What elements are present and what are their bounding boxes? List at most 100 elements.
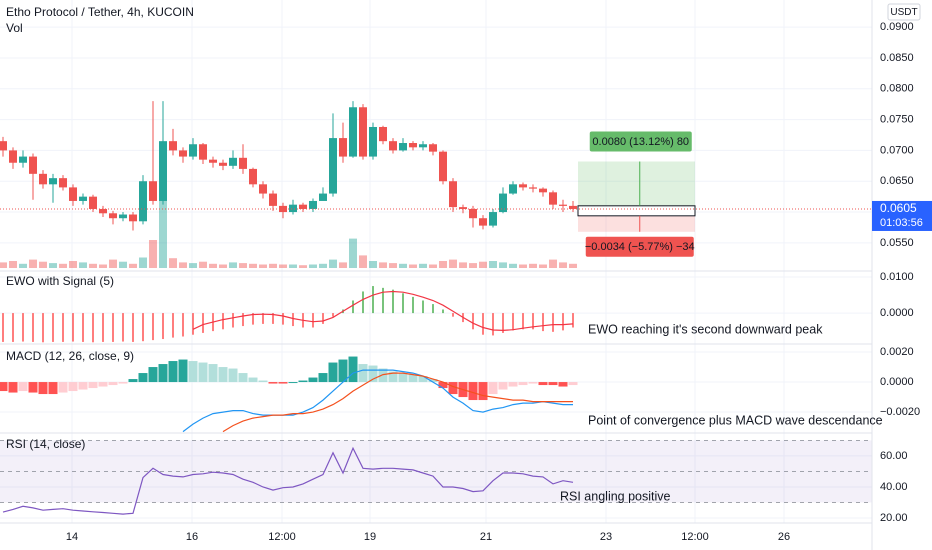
candle-body: [189, 144, 197, 157]
volume-bar: [469, 263, 477, 268]
candle-body: [359, 107, 367, 157]
macd-histogram-bar: [138, 373, 148, 383]
volume-bar: [389, 263, 397, 268]
candle-body: [519, 184, 527, 188]
candle-body: [399, 143, 407, 151]
volume-bar: [509, 263, 517, 268]
macd-histogram-bar: [108, 382, 118, 386]
macd-histogram-bar: [18, 382, 28, 392]
macd-histogram-bar: [318, 373, 328, 383]
macd-histogram-bar: [8, 382, 18, 393]
macd-histogram-bar: [248, 377, 258, 383]
x-tick-label: 14: [66, 531, 78, 543]
macd-histogram-bar: [448, 382, 458, 395]
candle-body: [209, 159, 217, 163]
macd-histogram-bar: [528, 382, 538, 384]
candle-body: [149, 181, 157, 201]
macd-histogram-bar: [158, 364, 168, 383]
candle-body: [339, 138, 347, 157]
candle-body: [79, 196, 87, 201]
macd-histogram-bar: [498, 382, 508, 390]
macd-histogram-bar: [28, 382, 38, 393]
volume-bar: [439, 261, 447, 268]
macd-histogram-bar: [408, 374, 418, 383]
x-tick-label: 12:00: [268, 531, 296, 543]
volume-bar: [479, 261, 487, 268]
currency: USDT: [890, 7, 917, 18]
x-tick-label: 19: [364, 531, 376, 543]
signal-line: [222, 372, 573, 433]
y-tick-label: 0.0100: [880, 271, 914, 283]
candle-body: [239, 157, 247, 169]
volume-bar: [69, 261, 77, 268]
volume-bar: [299, 265, 307, 268]
volume-bar: [569, 263, 577, 268]
candle-body: [259, 184, 267, 194]
macd-histogram-bar: [298, 380, 308, 383]
macd-histogram-bar: [378, 368, 388, 383]
macd-histogram-bar: [338, 359, 348, 383]
y-tick-label: 0.0900: [880, 21, 914, 33]
y-tick-label: 0.0000: [880, 307, 914, 319]
macd-histogram-bar: [358, 364, 368, 383]
candle-body: [369, 126, 377, 157]
volume-bar: [349, 238, 357, 268]
candle-body: [429, 144, 437, 152]
volume-bar: [109, 259, 117, 268]
profit-zone: [578, 161, 695, 211]
macd-histogram-bar: [68, 382, 78, 392]
price-axis: [872, 0, 932, 550]
volume-bar: [309, 264, 317, 268]
y-tick-label: −0.0020: [880, 406, 920, 418]
volume-bar: [239, 263, 247, 268]
candle-body: [219, 162, 227, 166]
candle-body: [269, 193, 277, 206]
volume-bar: [359, 255, 367, 268]
plot: 0.0080 (13.12%) 80 −0.0034 (−5.77%) −34: [0, 101, 872, 515]
candle-body: [289, 204, 297, 213]
candle-body: [549, 192, 557, 205]
grid: [0, 0, 872, 523]
candle-body: [249, 168, 257, 185]
y-tick-label: 40.00: [880, 481, 908, 493]
macd-histogram-bar: [238, 373, 248, 383]
macd-histogram-bar: [178, 359, 188, 383]
macd-histogram-bar: [98, 382, 108, 387]
macd-histogram-bar: [38, 382, 48, 395]
macd-histogram-bar: [128, 379, 138, 383]
volume-bar: [529, 263, 537, 268]
countdown: 01:03:56: [880, 217, 923, 229]
volume-bar: [189, 263, 197, 268]
volume-bar: [49, 263, 57, 268]
volume-bar: [499, 262, 507, 268]
volume-bar: [279, 264, 287, 268]
volume-bar: [39, 261, 47, 268]
macd-histogram-bar: [118, 382, 128, 384]
macd-histogram-bar: [558, 382, 568, 387]
macd-histogram-bar: [508, 382, 518, 387]
volume-bar: [399, 263, 407, 268]
macd-histogram-bar: [288, 382, 298, 384]
target-label-bg: [589, 131, 692, 152]
volume-bar: [459, 262, 467, 268]
candle-body: [279, 205, 287, 213]
volume-bar: [409, 264, 417, 268]
candle-body: [129, 214, 137, 222]
volume-bar: [229, 262, 237, 268]
macd-histogram-bar: [538, 382, 548, 386]
candle-body: [229, 157, 237, 166]
volume-bar: [129, 263, 137, 268]
candle-body: [159, 141, 167, 201]
volume-bar: [199, 261, 207, 268]
stop-label: −0.0034 (−5.77%) −34: [585, 241, 695, 253]
last-price-badge: [872, 200, 932, 231]
candle-body: [69, 187, 77, 201]
rsi-title: RSI (14, close): [6, 437, 85, 451]
volume-bar: [379, 262, 387, 268]
candle-body: [329, 138, 337, 194]
volume-bar: [369, 261, 377, 268]
volume-bar: [339, 262, 347, 268]
candle-body: [139, 181, 147, 222]
currency-badge[interactable]: [887, 3, 921, 21]
candle-body: [99, 208, 107, 214]
